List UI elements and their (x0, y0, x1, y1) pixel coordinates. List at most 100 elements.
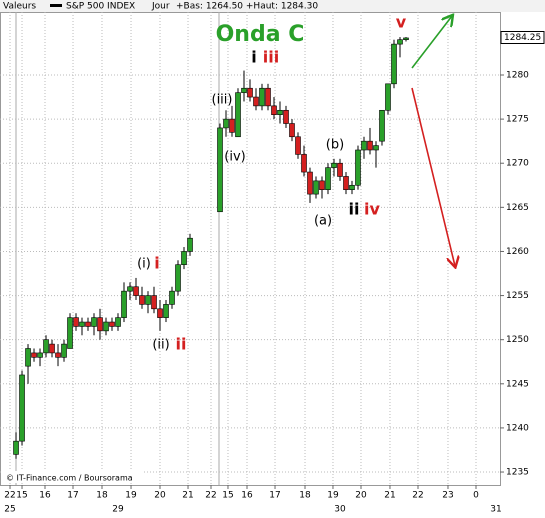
x-tick-label: 18 (299, 491, 311, 501)
candle-body (37, 352, 43, 358)
candle-body (139, 295, 145, 305)
candle-body (229, 118, 235, 133)
x-tick-label: 15 (222, 491, 233, 501)
wave-label: iv (364, 200, 380, 219)
candle-body (61, 343, 67, 358)
candle-body (103, 321, 109, 332)
up-arrow (411, 16, 452, 69)
candle-body (391, 43, 397, 85)
y-tick-label: 1260 (506, 247, 529, 257)
y-tick-label: 1245 (506, 379, 529, 389)
candle-body (313, 180, 319, 195)
candle-body (259, 87, 265, 107)
candle-body (85, 321, 91, 327)
candle-body (157, 308, 163, 318)
x-tick-label: 19 (327, 491, 339, 501)
header-label: Valeurs (3, 2, 36, 12)
wave-label: i (251, 48, 256, 67)
last-price-box (500, 30, 545, 44)
candle-body (355, 149, 361, 186)
date-label: 29 (112, 505, 124, 515)
candle-body (19, 374, 25, 442)
candle-body (397, 39, 403, 45)
candle-body (301, 154, 307, 173)
y-tick-label: 1280 (506, 70, 529, 80)
x-tick-label: 21 (384, 491, 395, 501)
candle-body (79, 321, 85, 327)
wave-label: (iv) (224, 150, 245, 165)
y-tick-label: 1270 (506, 159, 529, 169)
wave-label: ii (176, 335, 187, 354)
x-tick-label: 19 (125, 491, 137, 501)
y-tick-label: 1255 (506, 291, 529, 301)
candle-body (349, 184, 355, 190)
x-tick-label: 23 (442, 491, 453, 501)
date-label: 31 (490, 505, 501, 515)
candle-body (295, 136, 301, 155)
wave-label: ii (349, 200, 360, 219)
candle-body (361, 140, 367, 151)
candle-body (49, 343, 55, 354)
candle-body (343, 176, 349, 190)
candle-body (43, 339, 49, 354)
plot-frame (0, 12, 501, 486)
x-tick-label: 22 (205, 491, 216, 501)
candle-body (145, 295, 151, 305)
candle-body (235, 92, 241, 138)
candle-body (181, 251, 187, 265)
x-tick-label: 20 (355, 491, 367, 501)
x-tick-label: 22 (4, 491, 15, 501)
source: © IT-Finance.com / Boursorama (6, 474, 133, 483)
candle-body (385, 83, 391, 111)
candle-body (133, 286, 139, 296)
candle-body (169, 290, 175, 305)
candle-body (151, 295, 157, 310)
candle-body (25, 348, 31, 367)
candle-body (109, 321, 115, 327)
date-label: 30 (334, 505, 346, 515)
annotations: Onda Ci iii(iii)(iv)(b)(a)ii ivv(i) i(ii) ii (137, 13, 407, 354)
candle-body (277, 109, 283, 115)
x-tick-label: 18 (96, 491, 108, 501)
candle-body (325, 167, 331, 190)
candle-body (373, 145, 379, 151)
candle-body (271, 105, 277, 115)
candle-body (175, 264, 181, 292)
candle-body (289, 123, 295, 138)
y-tick-label: 1265 (506, 203, 529, 213)
y-tick-label: 1240 (506, 423, 529, 433)
wave-label: (a) (314, 214, 332, 229)
candle-body (223, 118, 229, 129)
last-price-label: 1284.25 (504, 33, 541, 43)
candle-body (163, 304, 169, 318)
candles (13, 37, 409, 459)
candle-body (127, 286, 133, 292)
candle-body (403, 37, 409, 41)
candle-body (319, 180, 325, 190)
date-label: 25 (4, 505, 15, 515)
candle-body (121, 290, 127, 318)
x-tick-label: 16 (241, 491, 253, 501)
x-tick-label: 15 (16, 491, 27, 501)
candle-body (91, 317, 97, 327)
y-tick-label: 1235 (506, 468, 529, 478)
candle-body (187, 237, 193, 252)
candle-body (13, 440, 19, 455)
wave-label: (ii) (152, 338, 169, 353)
candle-body (67, 317, 73, 349)
candle-body (73, 317, 79, 327)
candle-body (283, 109, 289, 124)
candle-body (247, 87, 253, 98)
x-tick-label: 17 (67, 491, 78, 501)
y-tick-label: 1250 (506, 335, 529, 345)
wave-label: (i) (137, 257, 151, 272)
candle-body (337, 162, 343, 177)
wave-label: i (154, 254, 159, 273)
header-period: Jour (151, 2, 170, 12)
source-bg (2, 471, 142, 483)
y-tick-label: 1275 (506, 115, 529, 125)
header-range: +Bas: 1264.50 +Haut: 1284.30 (176, 2, 318, 12)
header-symbol: S&P 500 INDEX (66, 2, 135, 12)
